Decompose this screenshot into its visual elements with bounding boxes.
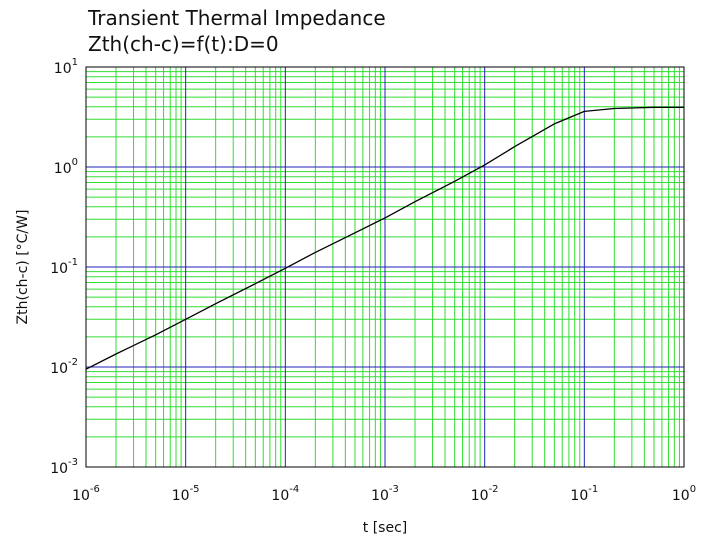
x-tick-label: 10-4	[271, 484, 299, 504]
plot-frame	[85, 66, 685, 468]
y-tick-label: 10-1	[50, 257, 78, 277]
x-tick-label: 100	[672, 484, 696, 504]
x-tick-label: 10-2	[471, 484, 499, 504]
chart-subtitle: Zth(ch-c)=f(t):D=0	[88, 32, 279, 56]
x-tick-label: 10-5	[172, 484, 200, 504]
y-axis-label: Zth(ch-c) [°C/W]	[15, 210, 31, 325]
y-tick-label: 10-3	[50, 457, 78, 477]
chart-title: Transient Thermal Impedance	[88, 6, 386, 30]
y-tick-label: 10-2	[50, 357, 78, 377]
zth-curve-line	[85, 106, 684, 370]
x-tick-label: 10-3	[371, 484, 399, 504]
y-tick-label: 101	[54, 57, 78, 77]
x-tick-label: 10-1	[570, 484, 598, 504]
x-axis-label: t [sec]	[363, 520, 407, 536]
x-tick-label: 10-6	[72, 484, 100, 504]
y-tick-label: 100	[54, 157, 78, 177]
